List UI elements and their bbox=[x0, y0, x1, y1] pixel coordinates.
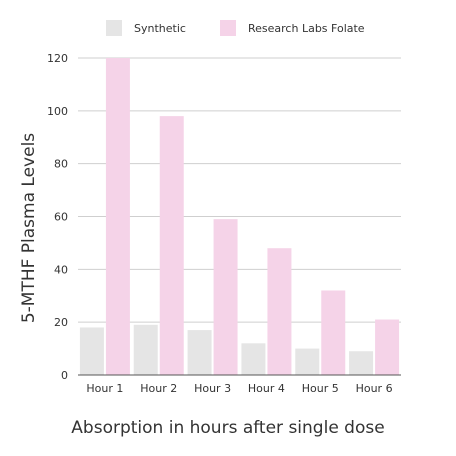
bar-research-labs-folate-1 bbox=[105, 58, 130, 375]
grid-lines bbox=[78, 57, 401, 323]
x-axis-title: Absorption in hours after single dose bbox=[71, 418, 384, 438]
bar-research-labs-folate-4 bbox=[267, 248, 292, 375]
x-axis-ticks: Hour 1 Hour 2 Hour 3 Hour 4 Hour 5 Hour 6 bbox=[86, 382, 392, 395]
x-tick-label: Hour 5 bbox=[302, 382, 339, 395]
x-tick-label: Hour 6 bbox=[356, 382, 393, 395]
bar-research-labs-folate-5 bbox=[321, 290, 346, 375]
bar-research-labs-folate-3 bbox=[213, 219, 238, 375]
x-tick-label: Hour 1 bbox=[86, 382, 123, 395]
legend-label: Research Labs Folate bbox=[248, 22, 365, 35]
y-axis-ticks: 0 20 40 60 80 100 120 bbox=[47, 52, 68, 382]
bar-synthetic-3 bbox=[187, 330, 212, 375]
bar-research-labs-folate-6 bbox=[375, 319, 400, 375]
y-axis-title: 5-MTHF Plasma Levels bbox=[19, 133, 39, 323]
x-tick-label: Hour 3 bbox=[194, 382, 231, 395]
bar-synthetic-5 bbox=[295, 348, 320, 375]
bar-synthetic-6 bbox=[349, 351, 374, 375]
legend-label: Synthetic bbox=[134, 22, 186, 35]
y-tick-label: 80 bbox=[54, 158, 68, 171]
y-tick-label: 20 bbox=[54, 316, 68, 329]
legend-swatch bbox=[106, 20, 122, 36]
y-tick-label: 100 bbox=[47, 105, 68, 118]
x-tick-label: Hour 2 bbox=[140, 382, 177, 395]
legend: Synthetic Research Labs Folate bbox=[106, 20, 365, 36]
legend-swatch bbox=[220, 20, 236, 36]
y-tick-label: 120 bbox=[47, 52, 68, 65]
y-tick-label: 60 bbox=[54, 211, 68, 224]
bar-synthetic-1 bbox=[79, 327, 104, 375]
y-tick-label: 0 bbox=[61, 369, 68, 382]
x-tick-label: Hour 4 bbox=[248, 382, 285, 395]
bar-research-labs-folate-2 bbox=[159, 116, 184, 375]
bar-synthetic-4 bbox=[241, 343, 266, 375]
y-tick-label: 40 bbox=[54, 263, 68, 276]
bar-synthetic-2 bbox=[133, 324, 158, 375]
bars bbox=[79, 58, 400, 375]
